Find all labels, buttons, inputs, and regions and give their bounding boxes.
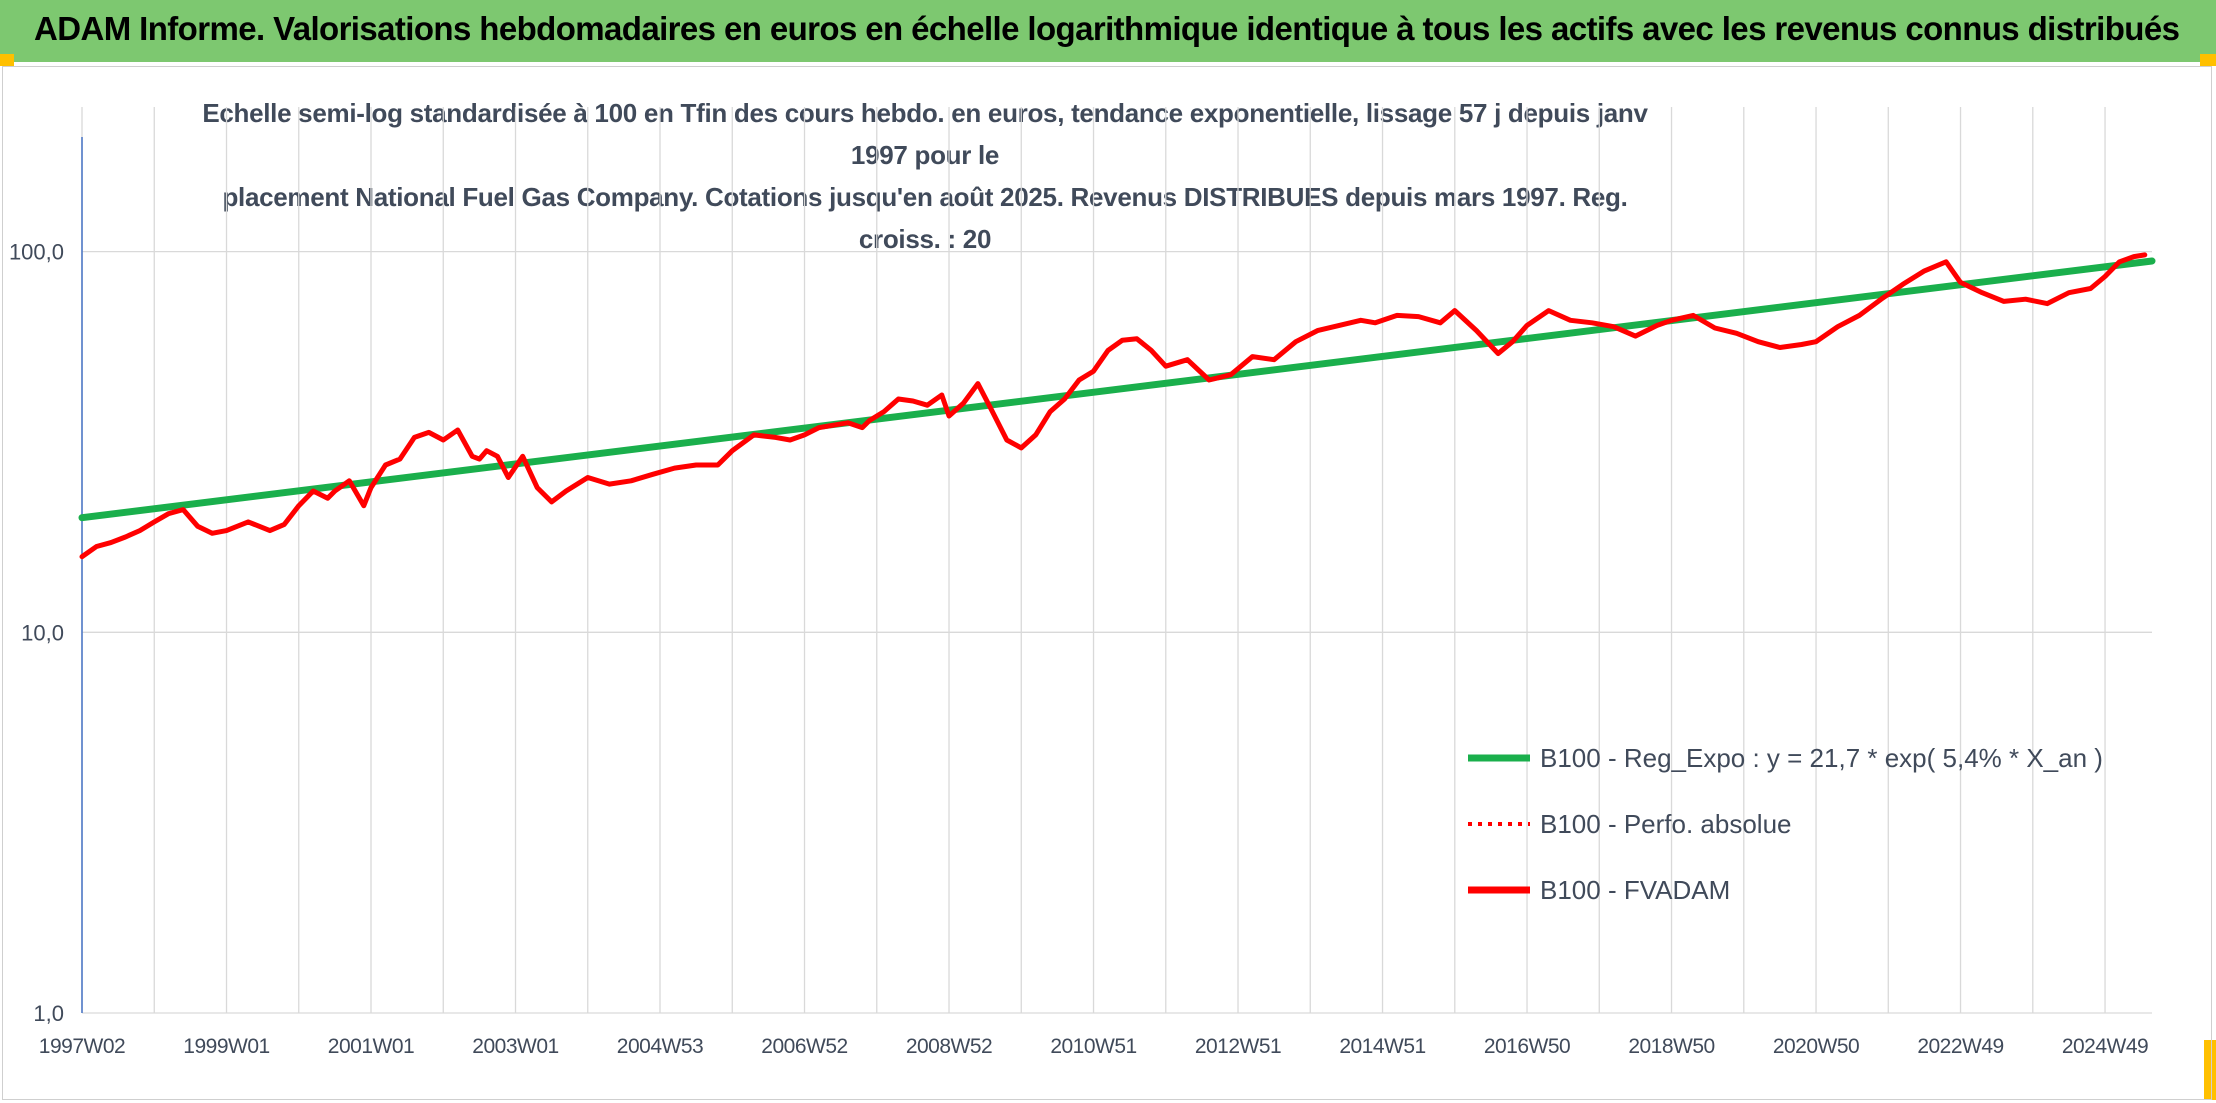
x-tick-label: 2004W53 [617, 1035, 703, 1058]
x-tick-label: 2001W01 [328, 1035, 414, 1058]
legend-label-3: B100 - FVADAM [1540, 875, 1730, 905]
corner-marker-top-left [0, 54, 14, 66]
series-line-1 [78, 257, 2156, 522]
x-tick-label: 2014W51 [1339, 1035, 1425, 1058]
corner-marker-top-right [2200, 54, 2216, 66]
y-tick-label: 10,0 [21, 620, 64, 645]
x-tick-label: 2018W50 [1628, 1035, 1714, 1058]
series-line-3 [79, 252, 2148, 560]
legend-label-1: B100 - Reg_Expo : y = 21,7 * exp( 5,4% *… [1540, 743, 2103, 773]
x-tick-label: 2024W49 [2062, 1035, 2148, 1058]
x-tick-label: 1999W01 [183, 1035, 269, 1058]
chart-title-line-2: placement National Fuel Gas Company. Cot… [222, 182, 1628, 254]
report-title: ADAM Informe. Valorisations hebdomadaire… [34, 10, 2180, 47]
y-tick-label: 1,0 [33, 1001, 64, 1026]
x-tick-label: 1997W02 [39, 1035, 125, 1058]
x-tick-label: 2016W50 [1484, 1035, 1570, 1058]
x-tick-label: 2012W51 [1195, 1035, 1281, 1058]
header-bar [0, 0, 2216, 62]
x-tick-label: 2008W52 [906, 1035, 992, 1058]
legend-label-2: B100 - Perfo. absolue [1540, 809, 1792, 839]
x-tick-label: 2022W49 [1917, 1035, 2003, 1058]
x-tick-label: 2020W50 [1773, 1035, 1859, 1058]
x-tick-label: 2006W52 [761, 1035, 847, 1058]
x-tick-label: 2010W51 [1050, 1035, 1136, 1058]
x-tick-label: 2003W01 [472, 1035, 558, 1058]
corner-marker-bottom-right [2204, 1040, 2216, 1100]
chart-frame [2, 66, 2212, 1100]
y-tick-label: 100,0 [9, 240, 64, 265]
